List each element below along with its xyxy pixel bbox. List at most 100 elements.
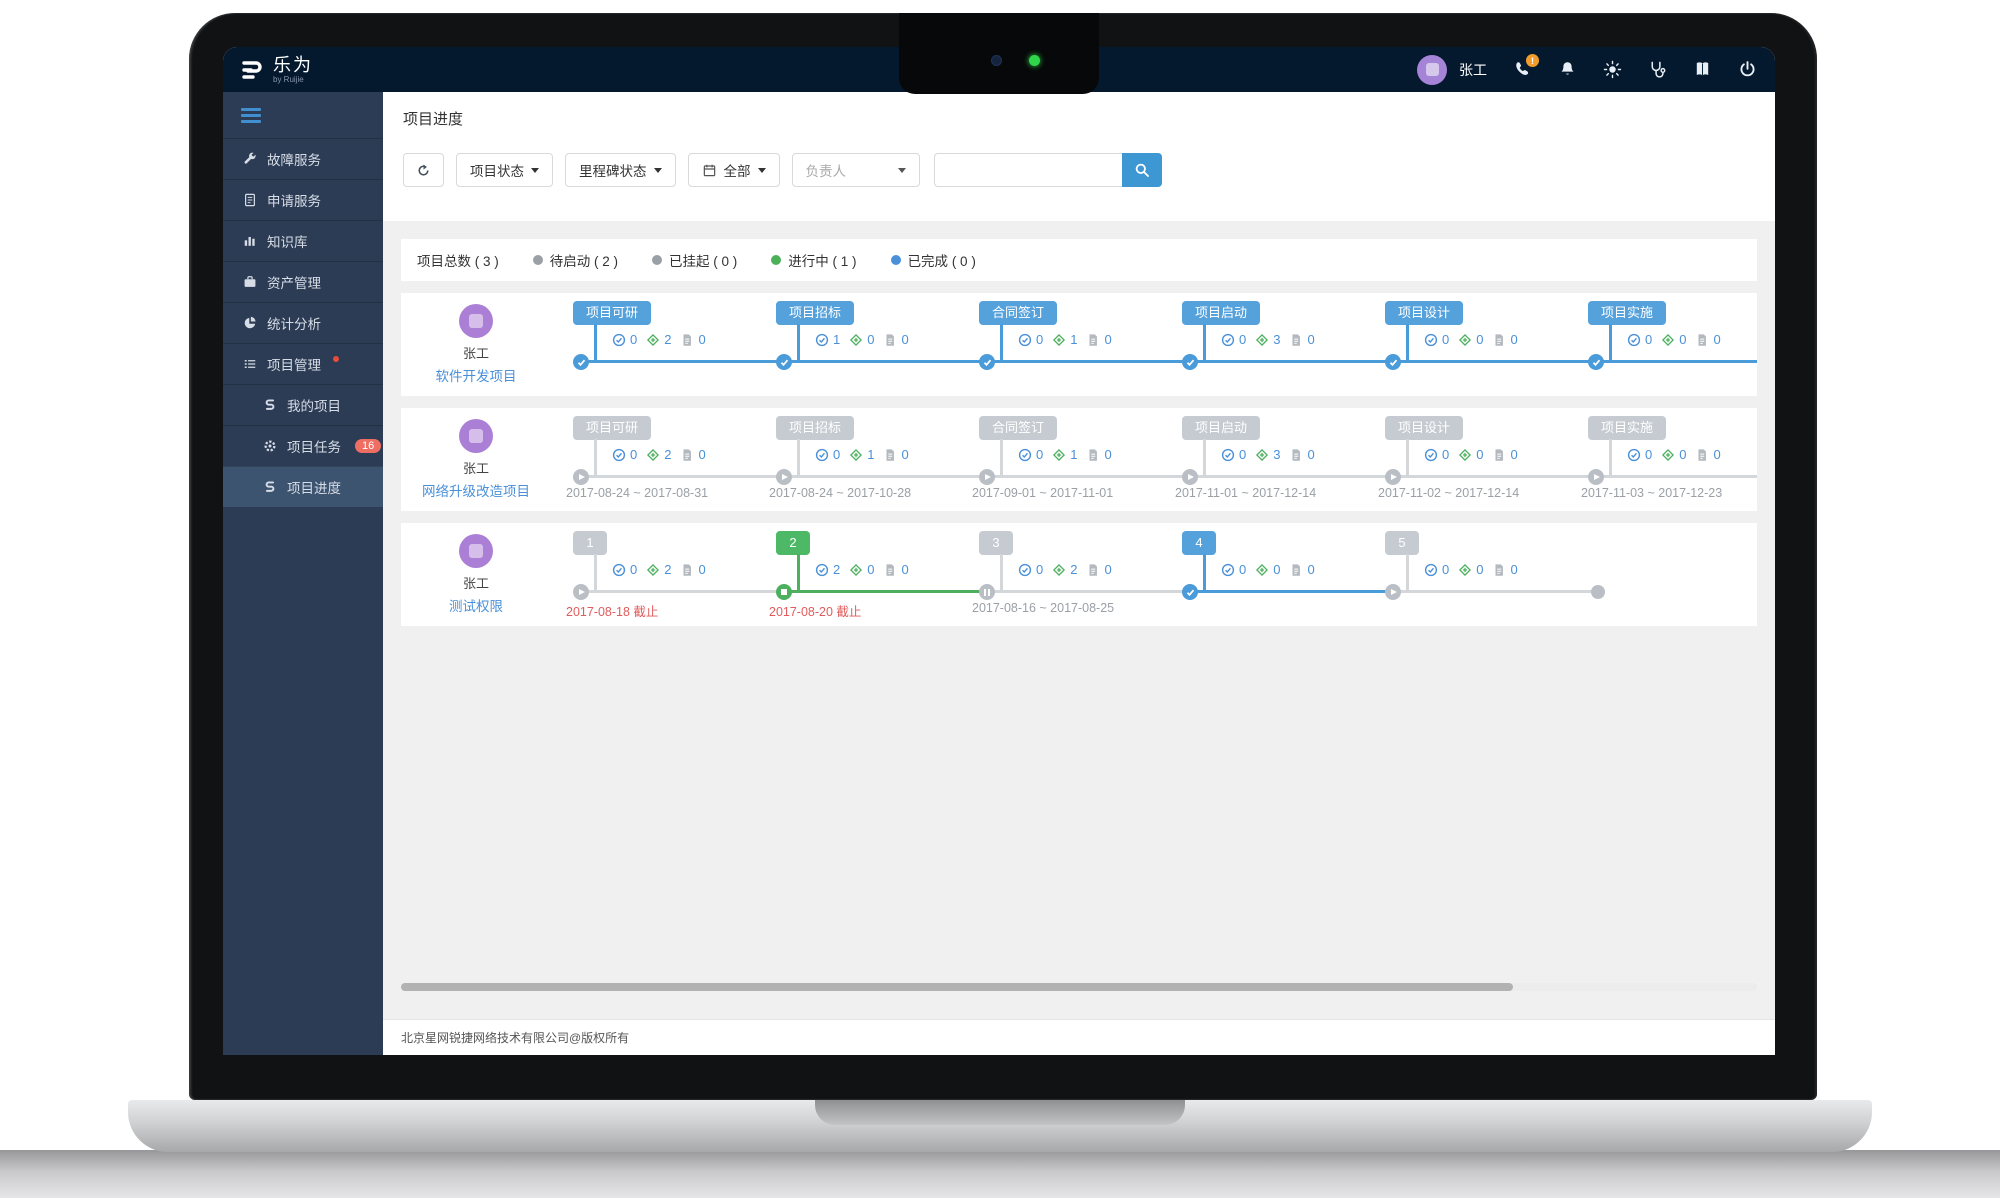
milestone-badge[interactable]: 项目设计: [1385, 301, 1464, 325]
docs-count: 0: [1510, 447, 1518, 462]
sidebar-subitem-1[interactable]: 项目任务 16: [223, 425, 383, 466]
milestone-badge[interactable]: 合同签订: [979, 301, 1058, 325]
project-name-link[interactable]: 软件开发项目: [435, 369, 517, 384]
laptop-base-shadow: [0, 1150, 2000, 1198]
project-name-link[interactable]: 测试权限: [449, 599, 503, 614]
milestone-node-play[interactable]: [979, 469, 995, 485]
milestone-node-check[interactable]: [1182, 354, 1198, 370]
tasks-icon: [1424, 333, 1438, 346]
sidebar-item-knowledge[interactable]: 知识库: [223, 220, 383, 261]
sidebar-item-label: 申请服务: [267, 194, 321, 209]
sidebar-subitem-2[interactable]: 项目进度: [223, 466, 383, 507]
project-total: 项目总数 ( 3 ): [417, 254, 499, 269]
milestone-stats: 0 0 0: [1627, 447, 1721, 462]
milestone-badge[interactable]: 项目可研: [573, 301, 652, 325]
items-count: 0: [1273, 562, 1281, 577]
laptop-base: [128, 1100, 1872, 1152]
sidebar-collapse-button[interactable]: [223, 92, 383, 138]
search-button[interactable]: [1121, 153, 1162, 187]
milestone-node-check[interactable]: [776, 354, 792, 370]
milestone-status-dropdown[interactable]: 里程碑状态: [565, 153, 676, 187]
search-input[interactable]: [933, 153, 1122, 187]
project-name-link[interactable]: 网络升级改造项目: [422, 484, 530, 499]
milestone-node-pause[interactable]: [979, 584, 995, 600]
milestone-badge[interactable]: 项目招标: [776, 301, 855, 325]
request-icon: [245, 193, 255, 207]
owner-avatar[interactable]: [459, 534, 493, 568]
milestone-items-icon: [1662, 333, 1675, 346]
tasks-icon: [612, 448, 626, 461]
date-scope-dropdown[interactable]: 全部: [687, 153, 780, 187]
timeline-segment: [1393, 475, 1596, 478]
milestone-node-play[interactable]: [1385, 469, 1401, 485]
docs-icon: [1495, 448, 1504, 461]
tasks-icon: [1221, 563, 1235, 576]
milestone-badge[interactable]: 项目启动: [1182, 301, 1261, 325]
diagnostics-icon[interactable]: [1648, 60, 1667, 79]
sidebar-item-request[interactable]: 申请服务: [223, 179, 383, 220]
milestone-badge[interactable]: 3: [979, 531, 1013, 555]
sidebar-item-asset[interactable]: 资产管理: [223, 261, 383, 302]
tasks-count: 0: [1645, 332, 1653, 347]
milestone-node-current[interactable]: [776, 584, 792, 600]
milestone-date: 2017-09-01 ~ 2017-11-01: [972, 486, 1114, 500]
milestone-node-check[interactable]: [1182, 584, 1198, 600]
milestone-node-check[interactable]: [1385, 354, 1401, 370]
link-icon: [265, 481, 275, 492]
milestone-badge[interactable]: 项目启动: [1182, 416, 1261, 440]
owner-avatar[interactable]: [459, 304, 493, 338]
refresh-button[interactable]: [403, 153, 444, 187]
owner-avatar[interactable]: [459, 419, 493, 453]
milestone-badge[interactable]: 4: [1182, 531, 1216, 555]
legend-label: 待启动 ( 2 ): [549, 254, 619, 269]
milestone-stats: 0 1 0: [815, 447, 909, 462]
sidebar-subitem-0[interactable]: 我的项目: [223, 384, 383, 425]
status-dot: [771, 255, 782, 265]
milestone-node-play[interactable]: [1385, 584, 1401, 600]
docs-count: 0: [901, 562, 909, 577]
milestone-badge[interactable]: 项目招标: [776, 416, 855, 440]
items-count: 0: [1679, 332, 1687, 347]
calendar-icon: [703, 164, 715, 176]
milestone-node-check[interactable]: [573, 354, 589, 370]
sidebar-item-wrench[interactable]: 故障服务: [223, 138, 383, 179]
milestone-badge[interactable]: 2: [776, 531, 810, 555]
ruijie-logo-icon: [242, 60, 262, 79]
docs-icon: [683, 448, 692, 461]
timeline-segment: [1596, 360, 1757, 363]
milestone-badge[interactable]: 项目实施: [1588, 416, 1667, 440]
milestone-badge[interactable]: 5: [1385, 531, 1419, 555]
owner-select[interactable]: 负责人: [791, 153, 920, 187]
milestone-node-check[interactable]: [979, 354, 995, 370]
milestone-node-play[interactable]: [776, 469, 792, 485]
phone-icon[interactable]: !: [1513, 54, 1539, 79]
milestone-badge[interactable]: 项目实施: [1588, 301, 1667, 325]
docs-icon: [886, 563, 895, 576]
milestone-node-play[interactable]: [1588, 469, 1604, 485]
power-icon[interactable]: [1738, 60, 1757, 79]
milestone-node-play[interactable]: [1182, 469, 1198, 485]
book-icon[interactable]: [1693, 60, 1712, 79]
milestone-node-check[interactable]: [1588, 354, 1604, 370]
brightness-icon[interactable]: [1603, 60, 1622, 79]
milestone-badge[interactable]: 项目可研: [573, 416, 652, 440]
milestone-stats: 0 3 0: [1221, 447, 1315, 462]
milestone-node-play[interactable]: [573, 469, 589, 485]
docs-count: 0: [1510, 562, 1518, 577]
milestone-badge[interactable]: 1: [573, 531, 607, 555]
tasks-icon: [1018, 563, 1032, 576]
sidebar-item-project[interactable]: 项目管理: [223, 343, 383, 384]
project-status-dropdown[interactable]: 项目状态: [456, 153, 553, 187]
milestone-badge[interactable]: 项目设计: [1385, 416, 1464, 440]
sidebar-item-stats[interactable]: 统计分析: [223, 302, 383, 343]
stats-icon: [244, 316, 256, 329]
milestone-node-play[interactable]: [573, 584, 589, 600]
scrollbar-thumb[interactable]: [401, 983, 1513, 991]
milestone-date: 2017-08-16 ~ 2017-08-25: [972, 601, 1115, 615]
milestone-badge[interactable]: 合同签订: [979, 416, 1058, 440]
user-avatar[interactable]: [1417, 54, 1447, 85]
bell-icon[interactable]: [1558, 60, 1577, 79]
items-count: 0: [1476, 332, 1484, 347]
notification-badge: !: [1526, 54, 1539, 67]
tasks-count: 0: [1239, 562, 1247, 577]
